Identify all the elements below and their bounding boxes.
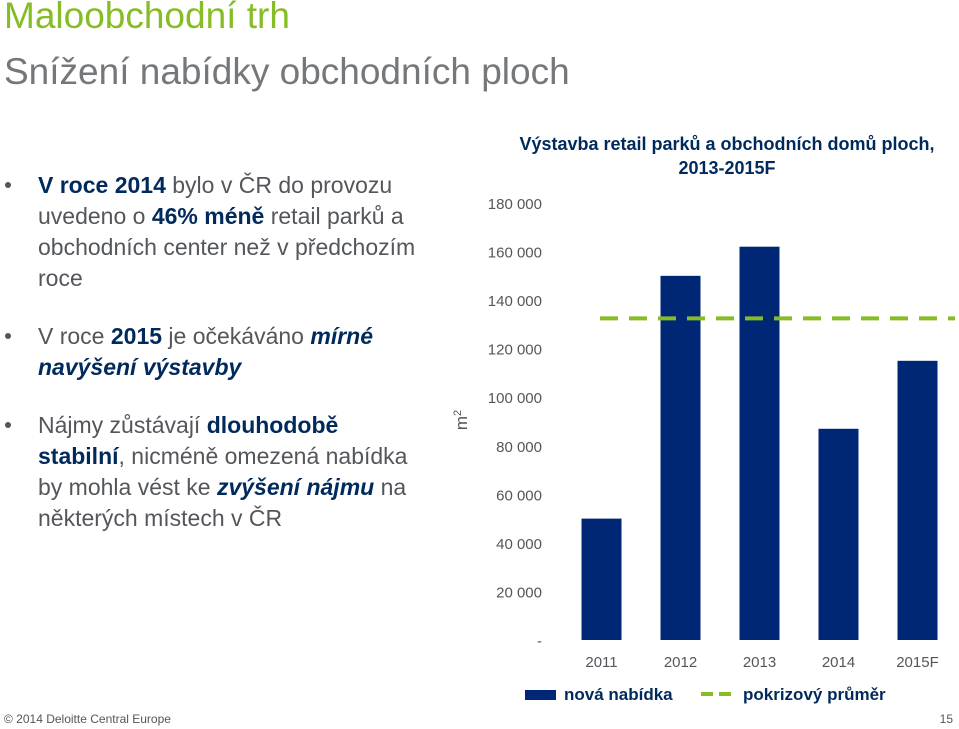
y-tick-label: 20 000 xyxy=(496,584,542,601)
bullet-dot-icon xyxy=(5,182,11,188)
legend-bar-swatch xyxy=(525,690,556,700)
bullet-segment: V roce xyxy=(38,323,111,349)
bar xyxy=(660,275,701,640)
bullet-emphasis: dlouhodobě stabilní xyxy=(38,412,339,469)
bullet-segment: , nicméně omezená nabídka by mohla vést … xyxy=(38,443,408,500)
x-tick-label: 2014 xyxy=(822,654,855,671)
x-tick-label: 2015F xyxy=(896,654,939,671)
footer-copyright: © 2014 Deloitte Central Europe xyxy=(4,712,171,726)
bar xyxy=(897,360,938,640)
bullet-segment: je očekáváno xyxy=(162,323,311,349)
page-number: 15 xyxy=(939,712,953,726)
bullet-segment: na některých místech v ČR xyxy=(38,474,407,531)
legend-line-label: pokrizový průměr xyxy=(743,685,886,704)
y-tick-label: - xyxy=(537,633,542,650)
bullet-emphasis: 46% méně xyxy=(151,203,265,229)
bullet-emphasis: V roce 2014 xyxy=(38,172,166,198)
bullet-text: Nájmy zůstávají dlouhodobě stabilní, nic… xyxy=(38,410,418,534)
y-tick-label: 100 000 xyxy=(488,390,542,407)
y-tick-label: 180 000 xyxy=(488,196,542,213)
y-tick-label: 60 000 xyxy=(496,487,542,504)
y-axis-label: m2 xyxy=(452,410,471,430)
x-tick-label: 2013 xyxy=(743,654,776,671)
bar xyxy=(581,518,622,640)
bullet-segment: bylo v ČR do provozu uvedeno o xyxy=(38,172,393,229)
y-tick-label: 40 000 xyxy=(496,536,542,553)
bullet-emphasis: 2015 xyxy=(110,323,163,349)
bar xyxy=(739,246,780,640)
slide-title: Maloobchodní trh xyxy=(4,0,290,36)
y-tick-label: 120 000 xyxy=(488,342,542,359)
slide-subtitle: Snížení nabídky obchodních ploch xyxy=(4,51,570,92)
bullet-segment: Nájmy zůstávají xyxy=(38,412,207,438)
bullet-text: V roce 2014 bylo v ČR do provozu uvedeno… xyxy=(38,170,418,294)
y-tick-label: 160 000 xyxy=(488,245,542,262)
bullet-emphasis: mírné navýšení výstavby xyxy=(38,323,374,380)
bullet-emphasis: zvýšení nájmu xyxy=(216,474,375,500)
bullet-dot-icon xyxy=(5,333,11,339)
bullet-text: V roce 2015 je očekáváno mírné navýšení … xyxy=(38,321,418,383)
x-tick-label: 2011 xyxy=(585,654,617,671)
y-tick-label: 80 000 xyxy=(496,439,542,456)
x-tick-label: 2012 xyxy=(664,654,697,671)
bullet-dot-icon xyxy=(5,422,11,428)
bar xyxy=(818,428,859,640)
chart-title-continued: 2013-2015F xyxy=(678,158,775,178)
legend-bar-label: nová nabídka xyxy=(564,685,673,704)
chart-title: Výstavba retail parků a obchodních domů … xyxy=(519,134,934,154)
bullet-segment: retail parků a obchodních center než v p… xyxy=(38,203,416,291)
legend: nová nabídka pokrizový průměr xyxy=(525,685,886,704)
y-tick-label: 140 000 xyxy=(488,293,542,310)
